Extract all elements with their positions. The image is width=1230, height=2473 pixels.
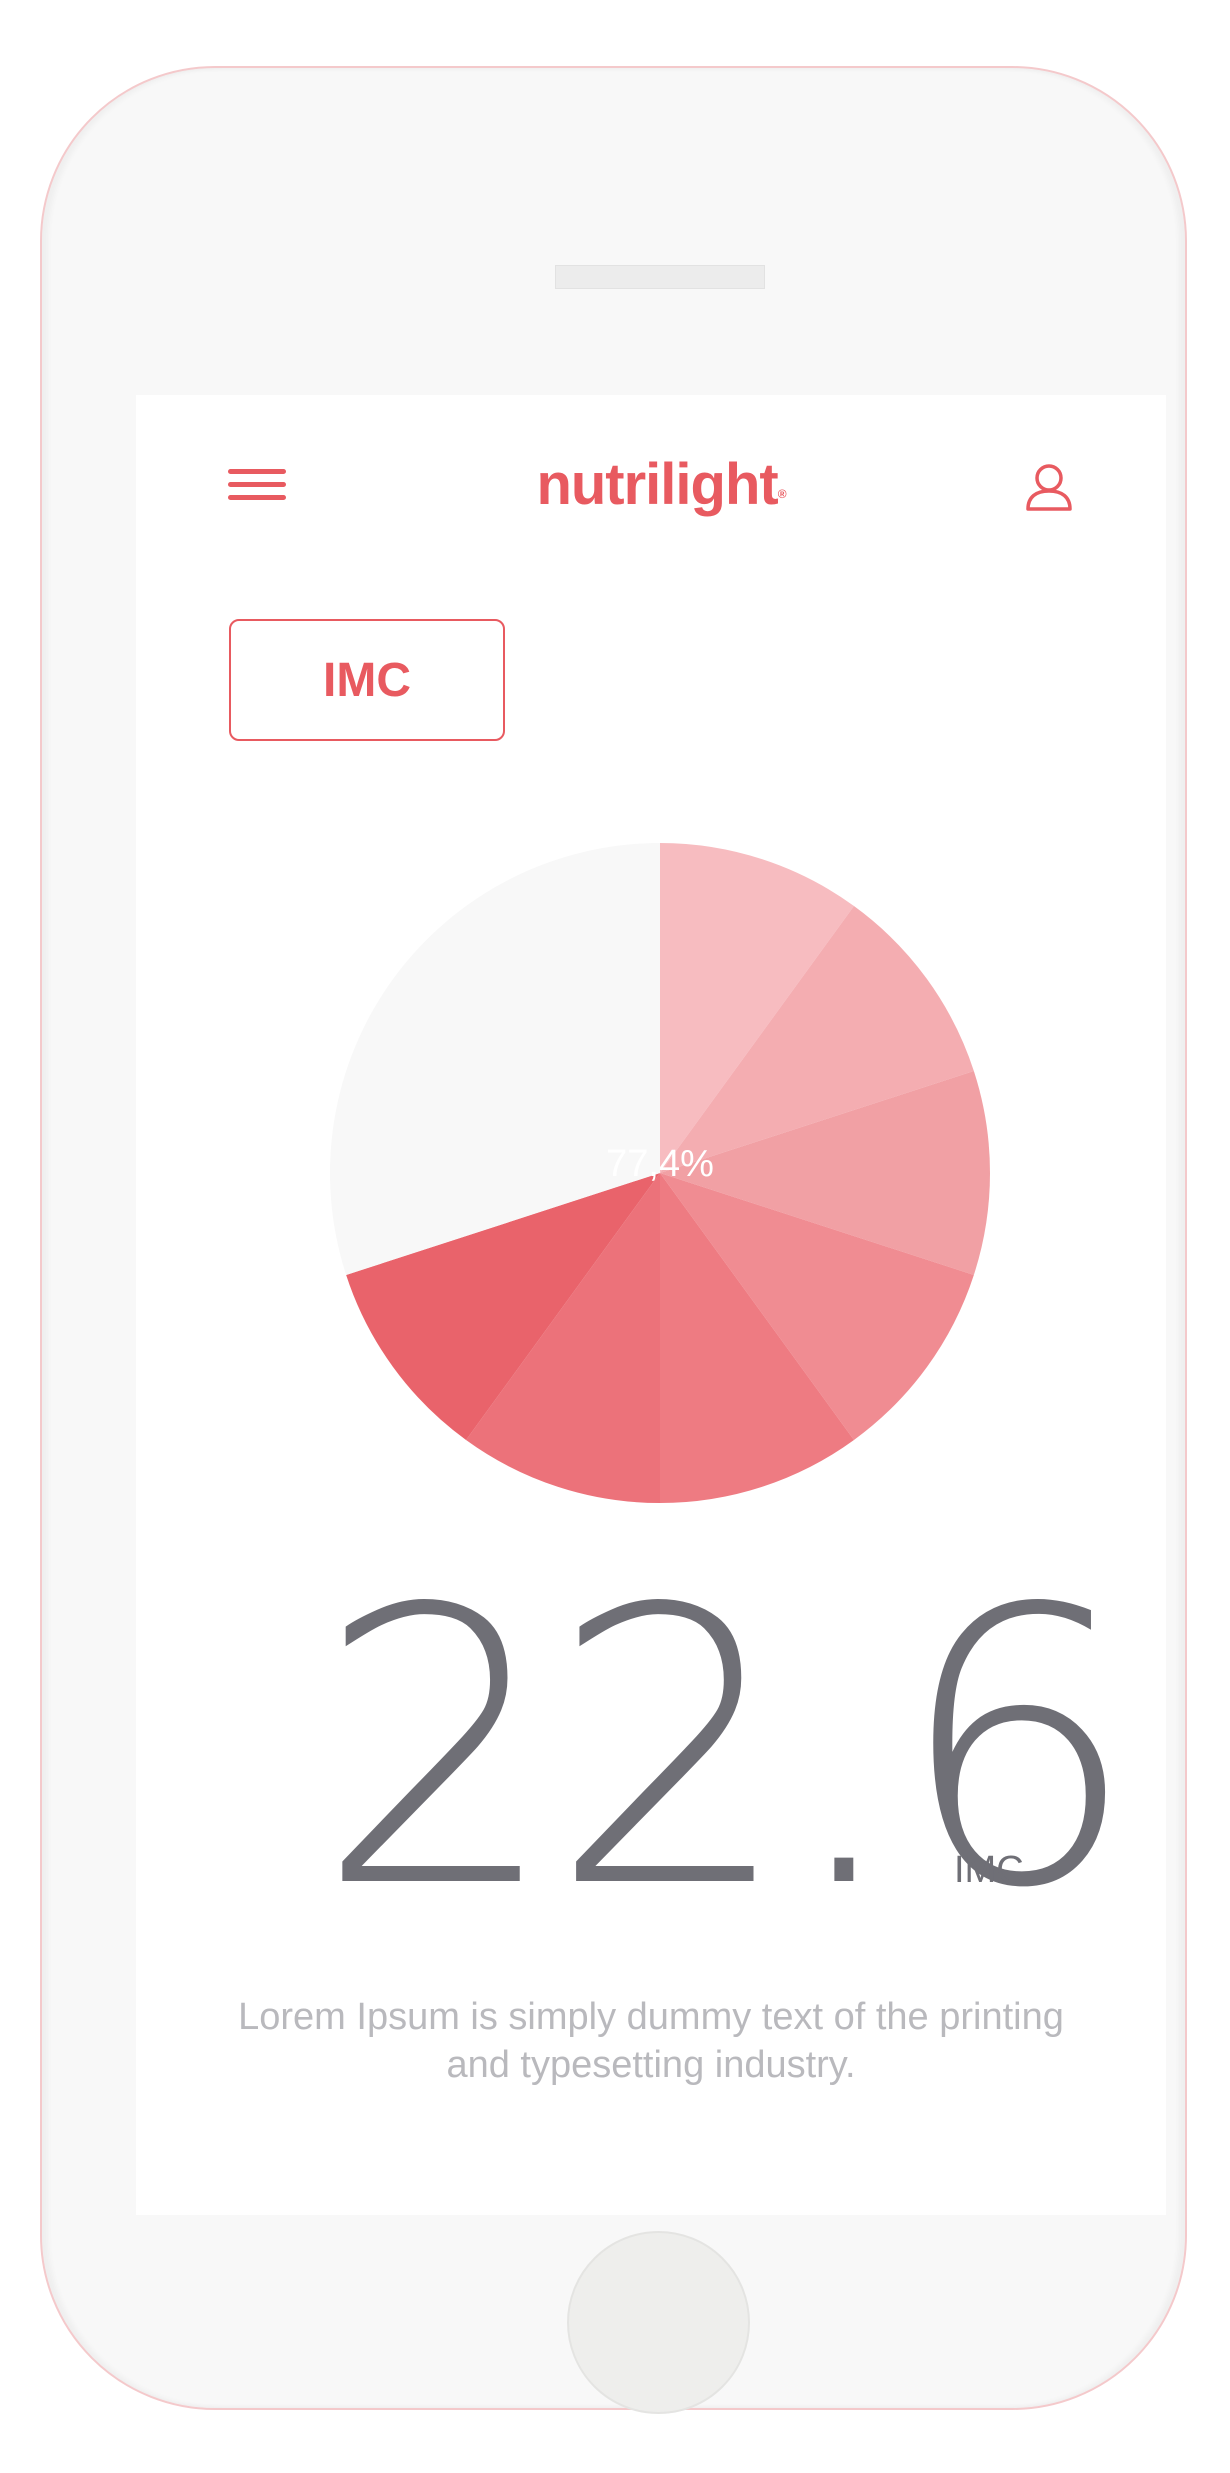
app-screen: nutrilight® IMC 77,4% 22.6 IMC Lorem Ips… (136, 395, 1166, 2215)
pie-slice-8 (330, 843, 660, 1275)
imc-value: 22.6 (316, 1528, 1138, 1971)
pie-slice-2 (660, 906, 974, 1173)
imc-unit-label: IMC (954, 1849, 1024, 1891)
user-profile-icon[interactable] (1024, 461, 1074, 513)
pie-slice-6 (466, 1173, 660, 1503)
pie-slice-1 (660, 843, 854, 1173)
hamburger-menu-icon[interactable] (228, 465, 290, 505)
pie-slice-7 (346, 1173, 660, 1440)
pie-slice-4 (660, 1173, 974, 1440)
pie-center-label: 77,4% (606, 1143, 714, 1185)
phone-home-button[interactable] (567, 2231, 750, 2414)
imc-tab-button[interactable]: IMC (229, 619, 505, 741)
logo-text: nutrilight (536, 452, 778, 517)
logo-registered-mark: ® (777, 487, 787, 501)
phone-speaker (555, 265, 765, 289)
pie-slice-3 (660, 1071, 990, 1275)
app-logo: nutrilight® (516, 450, 806, 520)
phone-frame: nutrilight® IMC 77,4% 22.6 IMC Lorem Ips… (40, 66, 1187, 2414)
pie-slice-5 (660, 1173, 854, 1503)
result-description: Lorem Ipsum is simply dummy text of the … (238, 1996, 1064, 2086)
imc-pie-chart (330, 843, 990, 1503)
